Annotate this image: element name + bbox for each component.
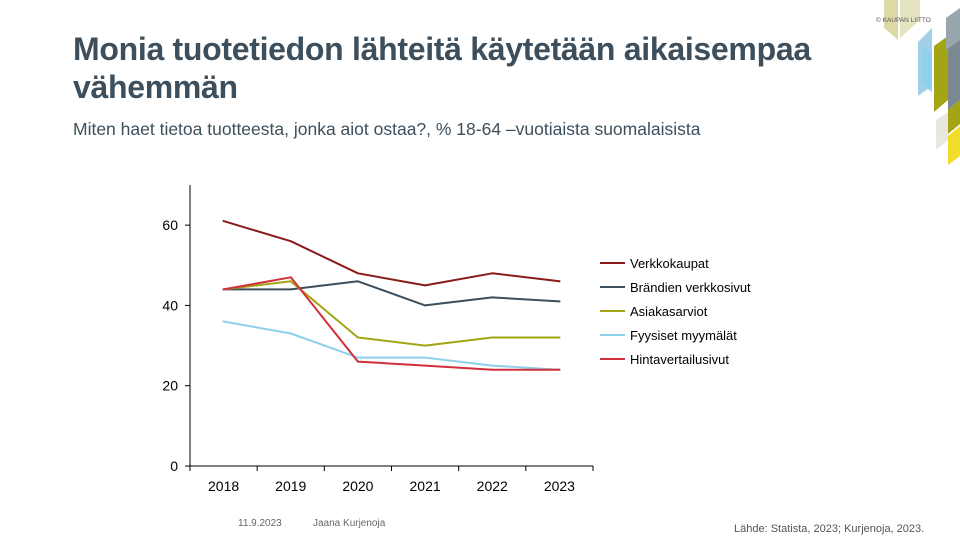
- legend-label: Hintavertailusivut: [630, 352, 729, 367]
- data-point: [289, 280, 292, 283]
- data-point: [491, 336, 494, 339]
- x-tick-label: 2022: [477, 478, 508, 494]
- data-point: [289, 332, 292, 335]
- data-point: [289, 288, 292, 291]
- chart-series: [222, 220, 561, 371]
- data-point: [491, 272, 494, 275]
- data-point: [424, 364, 427, 367]
- series-line-4: [222, 276, 561, 371]
- page-title: Monia tuotetiedon lähteitä käytetään aik…: [73, 31, 811, 105]
- x-tick-label: 2021: [410, 478, 441, 494]
- legend-label: Verkkokaupat: [630, 256, 709, 271]
- data-point: [558, 300, 561, 303]
- data-point: [558, 336, 561, 339]
- brand-decoration: [884, 0, 960, 165]
- x-tick-label: 2018: [208, 478, 239, 494]
- series-line-0: [222, 220, 561, 287]
- data-point: [222, 288, 225, 291]
- y-tick-label: 20: [162, 378, 178, 394]
- x-tick-label: 2023: [544, 478, 575, 494]
- data-point: [356, 272, 359, 275]
- page-subtitle: Miten haet tietoa tuotteesta, jonka aiot…: [73, 119, 701, 139]
- data-point: [424, 356, 427, 359]
- y-tick-label: 0: [170, 458, 178, 474]
- data-point: [289, 240, 292, 243]
- x-tick-label: 2019: [275, 478, 306, 494]
- data-point: [558, 280, 561, 283]
- footer-author: Jaana Kurjenoja: [313, 518, 386, 529]
- data-point: [356, 356, 359, 359]
- source-note: Lähde: Statista, 2023; Kurjenoja, 2023.: [734, 523, 925, 535]
- data-point: [424, 284, 427, 287]
- data-point: [491, 364, 494, 367]
- x-tick-label: 2020: [342, 478, 373, 494]
- data-point: [289, 276, 292, 279]
- data-point: [491, 296, 494, 299]
- data-point: [558, 368, 561, 371]
- y-tick-label: 60: [162, 217, 178, 233]
- brand-logo-text: © KAUPAN LIITTO: [876, 17, 931, 24]
- legend-label: Brändien verkkosivut: [630, 280, 751, 295]
- data-point: [356, 280, 359, 283]
- data-point: [222, 220, 225, 223]
- data-point: [424, 304, 427, 307]
- series-line-2: [222, 280, 561, 347]
- chart-axes: 0 20 40 60 2018 2019 2020 2021 2022 2023: [162, 185, 594, 494]
- data-point: [222, 320, 225, 323]
- series-line-1: [222, 280, 561, 307]
- data-point: [491, 368, 494, 371]
- data-point: [356, 336, 359, 339]
- chart-legend: Verkkokaupat Brändien verkkosivut Asiakasa…: [600, 256, 751, 367]
- legend-label: Fyysiset myymälät: [630, 328, 737, 343]
- legend-label: Asiakasarviot: [630, 304, 708, 319]
- data-point: [356, 360, 359, 363]
- series-line-3: [222, 320, 561, 371]
- data-point: [424, 344, 427, 347]
- y-tick-label: 40: [162, 297, 178, 313]
- footer-date: 11.9.2023: [238, 518, 282, 529]
